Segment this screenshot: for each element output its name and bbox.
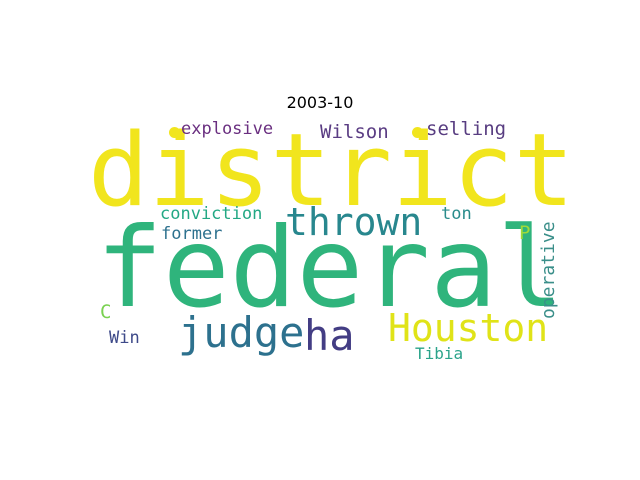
word-explosive: explosive bbox=[181, 119, 274, 139]
word-win: Win bbox=[109, 328, 140, 348]
word-wilson: Wilson bbox=[320, 121, 389, 143]
word-ha: ha bbox=[304, 311, 355, 360]
word-former: former bbox=[161, 224, 223, 244]
word-federal: federal bbox=[96, 204, 564, 333]
word-tibia: Tibia bbox=[415, 344, 464, 363]
dot-right bbox=[412, 127, 423, 138]
word-p: P bbox=[519, 222, 531, 244]
word-judge: judge bbox=[178, 308, 305, 357]
word-ton: ton bbox=[441, 204, 472, 224]
word-c: C bbox=[100, 301, 112, 323]
word-thrown: thrown bbox=[285, 200, 423, 244]
word-district: district bbox=[88, 118, 572, 229]
word-conviction: conviction bbox=[160, 204, 263, 224]
chart-title: 2003-10 bbox=[286, 93, 354, 112]
word-operative: operative bbox=[538, 221, 559, 319]
word-cloud: district federal thrown Houston judge ha… bbox=[88, 118, 572, 375]
word-selling: selling bbox=[426, 118, 507, 140]
dot-left bbox=[169, 127, 180, 138]
word-houston: Houston bbox=[388, 306, 549, 350]
